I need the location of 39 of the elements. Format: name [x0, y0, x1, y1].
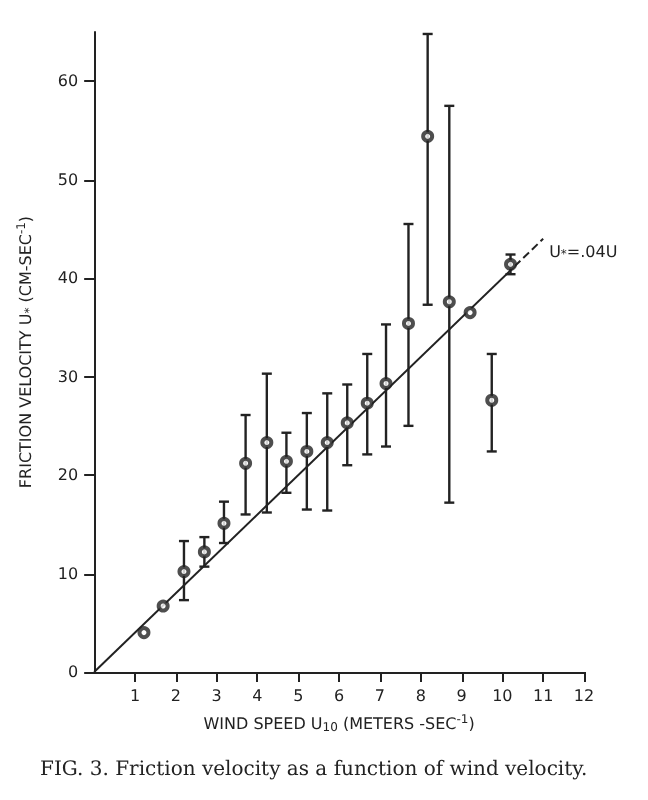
- x-tick-label: 4: [252, 687, 263, 705]
- x-tick-label: 10: [492, 687, 513, 705]
- point: [177, 565, 191, 579]
- x-tick-label: 6: [333, 687, 345, 705]
- point: [463, 306, 477, 320]
- y-tick-label: 50: [57, 170, 79, 189]
- x-tick-label: 12: [573, 687, 595, 705]
- point: [300, 444, 314, 458]
- y-tick-label: 20: [57, 466, 79, 485]
- point: [320, 436, 334, 450]
- point: [421, 129, 435, 143]
- point: [401, 316, 415, 330]
- point: [485, 393, 499, 407]
- point: [504, 257, 518, 271]
- y-tick-label: 30: [57, 367, 79, 386]
- x-tick-label: 8: [415, 687, 426, 705]
- y-tick-label: 40: [57, 269, 79, 288]
- point: [379, 377, 393, 391]
- x-tick-label: 5: [293, 687, 304, 705]
- caption: FIG. 3. Friction velocity as a function of wind velocity.: [40, 759, 588, 781]
- x-tick-label: 11: [532, 687, 554, 705]
- x-tick-label: 2: [170, 687, 181, 705]
- point: [260, 436, 274, 450]
- point: [239, 456, 253, 470]
- x-tick-label: 3: [211, 687, 222, 705]
- y-tick-label: 0: [67, 663, 79, 681]
- x-tick-label: 7: [374, 687, 385, 705]
- point: [340, 416, 354, 430]
- point: [279, 454, 293, 468]
- point: [360, 396, 374, 410]
- point: [156, 599, 170, 613]
- y-tick-label: 60: [57, 72, 79, 91]
- point: [137, 626, 151, 640]
- x-tick-label: 9: [456, 687, 467, 705]
- x-tick-label: 1: [129, 687, 141, 705]
- point: [217, 516, 231, 530]
- point: [442, 295, 456, 309]
- y-tick-label: 10: [57, 564, 79, 583]
- point: [197, 545, 211, 559]
